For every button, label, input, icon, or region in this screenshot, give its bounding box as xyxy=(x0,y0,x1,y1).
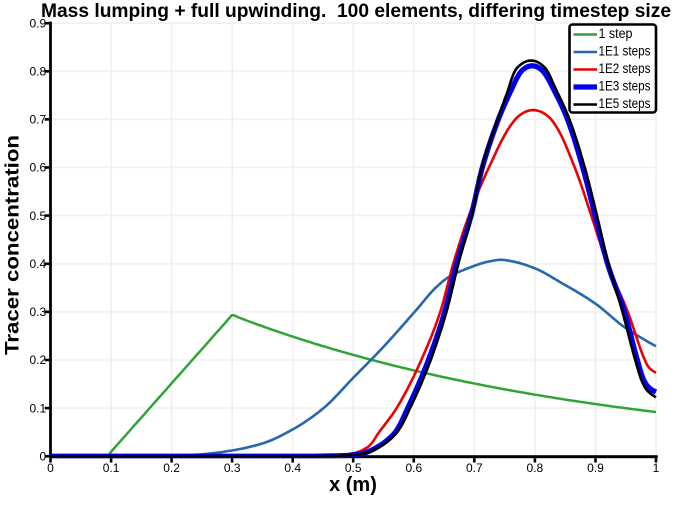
svg-text:0.6: 0.6 xyxy=(30,161,47,175)
svg-text:Tracer concentration: Tracer concentration xyxy=(2,135,23,355)
svg-text:0.8: 0.8 xyxy=(30,65,47,79)
svg-text:0.9: 0.9 xyxy=(587,461,604,475)
svg-text:1E2 steps: 1E2 steps xyxy=(599,61,651,76)
svg-text:0.4: 0.4 xyxy=(30,257,47,271)
svg-text:0: 0 xyxy=(40,449,47,463)
svg-text:0: 0 xyxy=(47,461,54,475)
svg-text:x (m): x (m) xyxy=(329,474,377,496)
svg-text:0.2: 0.2 xyxy=(30,353,47,367)
svg-text:0.9: 0.9 xyxy=(30,16,47,30)
svg-text:0.3: 0.3 xyxy=(30,305,47,319)
svg-text:0.1: 0.1 xyxy=(30,401,47,415)
svg-text:0.4: 0.4 xyxy=(284,461,301,475)
svg-text:1E5 steps: 1E5 steps xyxy=(599,96,651,111)
svg-text:0.7: 0.7 xyxy=(30,113,47,127)
svg-text:1: 1 xyxy=(653,461,660,475)
svg-text:1E3 steps: 1E3 steps xyxy=(599,79,651,94)
svg-text:1E1 steps: 1E1 steps xyxy=(599,44,651,59)
svg-text:0.6: 0.6 xyxy=(405,461,422,475)
svg-text:0.1: 0.1 xyxy=(103,461,120,475)
svg-text:0.3: 0.3 xyxy=(224,461,241,475)
svg-text:Mass lumping + full upwinding.: Mass lumping + full upwinding. 100 eleme… xyxy=(41,1,671,22)
svg-text:0.8: 0.8 xyxy=(527,461,544,475)
svg-text:1 step: 1 step xyxy=(599,26,633,41)
svg-text:0.2: 0.2 xyxy=(163,461,180,475)
svg-text:0.5: 0.5 xyxy=(30,209,47,223)
svg-text:0.7: 0.7 xyxy=(466,461,483,475)
svg-text:0.5: 0.5 xyxy=(345,461,362,475)
